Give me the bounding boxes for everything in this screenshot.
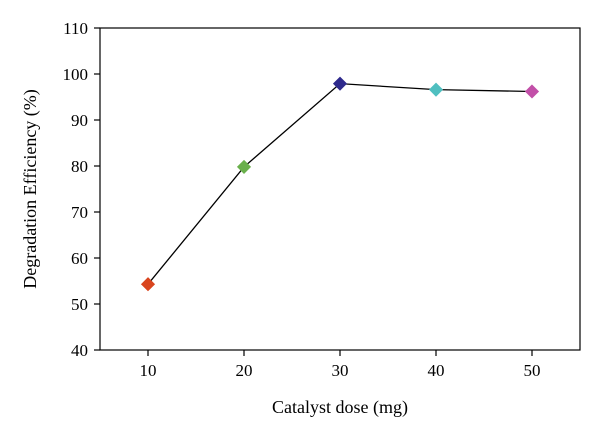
x-tick-label: 30: [332, 361, 349, 380]
x-tick-label: 50: [524, 361, 541, 380]
y-tick-label: 80: [71, 157, 88, 176]
y-tick-label: 70: [71, 203, 88, 222]
y-tick-label: 100: [63, 65, 89, 84]
series-layer: [140, 76, 540, 292]
data-point-marker: [524, 84, 540, 99]
data-point-marker: [428, 82, 444, 97]
x-tick-label: 40: [428, 361, 445, 380]
data-point-marker: [236, 159, 252, 174]
y-tick-label: 90: [71, 111, 88, 130]
y-tick-label: 110: [63, 19, 88, 38]
plot-frame: [99, 27, 581, 351]
y-axis-title: Degradation Efficiency (%): [20, 89, 41, 289]
x-tick-label: 10: [140, 361, 157, 380]
x-axis: 10 20 30 40 50: [140, 350, 541, 380]
y-axis: 40 50 60 70 80 90 100 110: [63, 19, 100, 360]
y-tick-label: 40: [71, 341, 88, 360]
series-line: [147, 82, 533, 285]
x-axis-title: Catalyst dose (mg): [272, 397, 408, 418]
x-tick-label: 20: [236, 361, 253, 380]
y-tick-label: 60: [71, 249, 88, 268]
y-tick-label: 50: [71, 295, 88, 314]
data-point-marker: [140, 277, 156, 292]
data-point-marker: [332, 76, 348, 91]
